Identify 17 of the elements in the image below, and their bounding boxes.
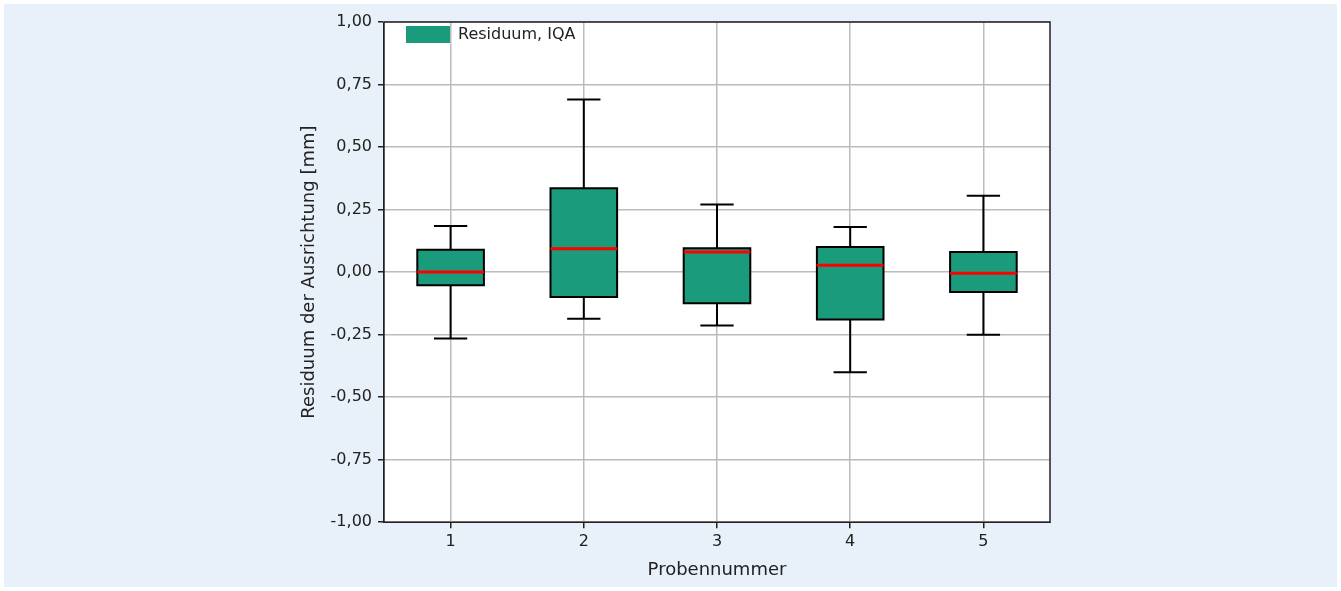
legend-label: Residuum, IQA [458,23,576,43]
y-tick-label: 0,75 [336,73,372,93]
y-tick-label: 1,00 [336,11,372,31]
x-tick-label: 4 [845,530,856,550]
x-tick-label: 1 [445,530,456,550]
y-tick-label: -0,25 [330,323,372,343]
x-tick-label: 3 [711,530,723,550]
y-axis-title: Residuum der Ausrichtung [mm] [297,125,319,419]
y-tick-label: -0,50 [330,386,372,406]
y-tick-label: -0,75 [330,448,372,468]
y-tick-label: -1,00 [330,511,372,531]
y-tick-label: 0,25 [336,198,372,218]
x-axis-title: Probennummer [647,557,788,579]
y-tick-label: 0,00 [336,261,372,281]
x-tick-label: 2 [578,530,589,550]
x-tick-label: 5 [978,530,989,550]
y-tick-label: 0,50 [336,136,372,156]
